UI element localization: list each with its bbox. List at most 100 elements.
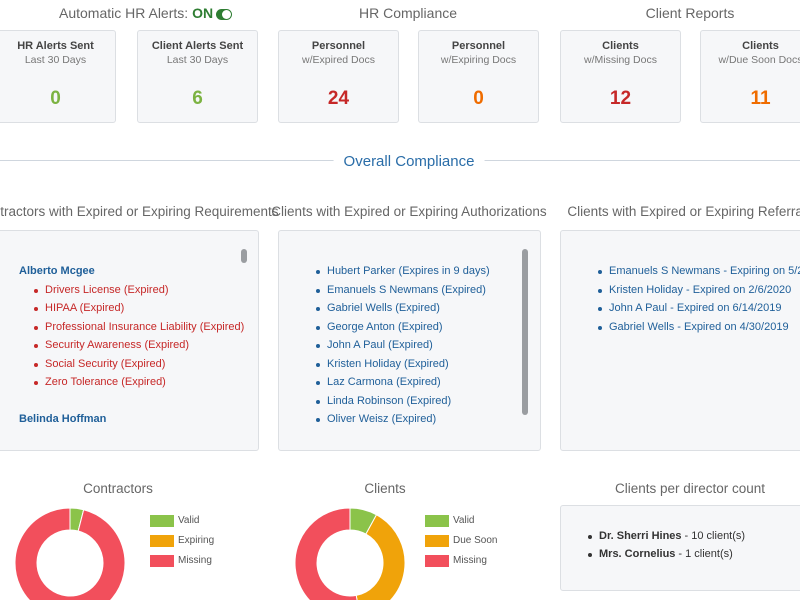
bullet — [598, 325, 602, 330]
list-item[interactable]: Gabriel Wells (Expired) — [327, 302, 440, 314]
hr-compliance-header: HR Compliance — [358, 5, 458, 21]
card-value: 24 — [327, 88, 350, 109]
card-subtitle: w/Missing Docs — [584, 54, 657, 66]
bullet — [588, 535, 592, 539]
bullet — [316, 307, 320, 311]
card-value: 0 — [50, 88, 61, 109]
bullet — [34, 325, 38, 330]
donut-segment[interactable] — [294, 507, 360, 600]
director-panel: Dr. Sherri Hines - 10 client(s) Mrs. Corne… — [560, 505, 800, 591]
card-value: 12 — [609, 88, 632, 109]
bullet — [316, 399, 320, 404]
card-title: Personnel — [451, 40, 506, 52]
stat-card[interactable]: Personnel w/Expiring Docs 0 — [418, 30, 539, 123]
donut-chart — [294, 507, 406, 600]
panel: Emanuels S Newmans - Expiring on 5/25/20… — [560, 230, 800, 451]
legend-swatch — [150, 535, 174, 547]
bullet — [316, 381, 320, 385]
list-item[interactable]: Gabriel Wells - Expired on 4/30/2019 — [609, 320, 789, 333]
group-name[interactable]: Alberto Mcgee — [19, 265, 95, 277]
legend-label: Valid — [178, 515, 200, 526]
legend-swatch — [425, 555, 449, 567]
card-title: Clients — [742, 40, 779, 52]
director-row: Mrs. Cornelius - 1 client(s) — [599, 548, 733, 560]
section-title: Overall Compliance — [333, 153, 485, 170]
card-subtitle: w/Expiring Docs — [440, 54, 517, 66]
bullet — [316, 288, 320, 293]
card-value: 11 — [750, 88, 771, 109]
bullet — [34, 381, 38, 385]
legend-label: Due Soon — [453, 535, 498, 546]
donut-segment[interactable] — [14, 507, 126, 600]
list-item[interactable]: Drivers License (Expired) — [45, 283, 169, 296]
director-row: Dr. Sherri Hines - 10 client(s) — [599, 530, 745, 542]
alerts-toggle[interactable] — [216, 9, 233, 20]
legend-label: Missing — [178, 555, 212, 566]
list-item[interactable]: Kristen Holiday - Expired on 2/6/2020 — [609, 283, 792, 296]
legend-swatch — [425, 535, 449, 547]
toggle-knob — [222, 10, 232, 19]
bullet — [598, 270, 602, 274]
bullet — [316, 325, 320, 330]
alerts-state: ON — [192, 5, 214, 21]
divider-line — [0, 160, 340, 161]
bullet — [316, 344, 320, 348]
legend-swatch — [150, 515, 174, 527]
list-item[interactable]: Professional Insurance Liability (Expire… — [45, 320, 245, 333]
panel-title: Clients with Expired or Expiring Referra… — [567, 204, 800, 219]
bullet — [34, 362, 38, 367]
card-value: 0 — [473, 88, 484, 109]
director-name: Dr. Sherri Hines — [599, 530, 682, 542]
list-item[interactable]: HIPAA (Expired) — [45, 302, 125, 314]
director-count: - 10 client(s) — [684, 530, 746, 542]
list-item[interactable]: Security Awareness (Expired) — [45, 339, 190, 351]
group-name[interactable]: Belinda Hoffman — [19, 412, 107, 425]
list-item[interactable]: George Anton (Expired) — [327, 320, 443, 333]
list-item[interactable]: John A Paul - Expired on 6/14/2019 — [609, 302, 782, 314]
list-item[interactable]: Kristen Holiday (Expired) — [327, 357, 449, 370]
client-reports-header: Client Reports — [645, 5, 735, 21]
divider-line — [478, 160, 800, 161]
bullet — [598, 288, 602, 293]
card-title: Personnel — [311, 40, 366, 52]
card-subtitle: Last 30 Days — [166, 54, 229, 66]
donut-segment[interactable] — [355, 514, 406, 600]
bullet — [598, 307, 602, 311]
scrollbar — [241, 249, 247, 263]
stat-card[interactable]: Clients w/Missing Docs 12 — [560, 30, 681, 123]
bullet — [34, 288, 38, 293]
bullet — [316, 418, 320, 422]
card-value: 6 — [192, 88, 203, 109]
stat-card[interactable]: Personnel w/Expired Docs 24 — [278, 30, 399, 123]
list-item[interactable]: Hubert Parker (Expires in 9 days) — [327, 265, 490, 277]
card-title: Client Alerts Sent — [151, 40, 244, 52]
list-item[interactable]: Emanuels S Newmans - Expiring on 5/25/20… — [609, 265, 800, 277]
list-item[interactable]: Emanuels S Newmans (Expired) — [327, 283, 486, 296]
donut-chart — [14, 507, 126, 600]
bullet — [588, 553, 592, 557]
panel-title: Contractors with Expired or Expiring Req… — [0, 204, 279, 219]
stat-card[interactable]: HR Alerts Sent Last 30 Days 0 — [0, 30, 116, 123]
panel-title: Clients per director count — [614, 481, 766, 496]
stat-card[interactable]: Client Alerts Sent Last 30 Days 6 — [137, 30, 258, 123]
director-count: - 1 client(s) — [678, 548, 733, 560]
card-title: Clients — [602, 40, 639, 52]
stat-card[interactable]: Clients w/Due Soon Docs 11 — [700, 30, 800, 123]
card-subtitle: w/Due Soon Docs — [718, 54, 800, 66]
list-item[interactable]: Zero Tolerance (Expired) — [45, 376, 166, 388]
panel: Alberto Mcgee Drivers License (Expired) HI… — [0, 230, 259, 451]
legend-swatch — [150, 555, 174, 567]
card-subtitle: w/Expired Docs — [302, 54, 375, 66]
list-item[interactable]: Oliver Weisz (Expired) — [327, 413, 437, 425]
legend-label: Missing — [453, 555, 487, 566]
list-item[interactable]: Linda Robinson (Expired) — [327, 394, 452, 407]
scrollbar — [522, 249, 528, 415]
card-subtitle: Last 30 Days — [24, 54, 87, 66]
list-item[interactable]: John A Paul (Expired) — [327, 339, 433, 351]
list-item[interactable]: Laz Carmona (Expired) — [327, 376, 441, 388]
alerts-header: Automatic HR Alerts: ON — [59, 5, 233, 21]
panel-title: Clients with Expired or Expiring Authori… — [271, 204, 547, 219]
list-item[interactable]: Social Security (Expired) — [45, 357, 166, 370]
legend-swatch — [425, 515, 449, 527]
legend-label: Expiring — [178, 535, 215, 546]
